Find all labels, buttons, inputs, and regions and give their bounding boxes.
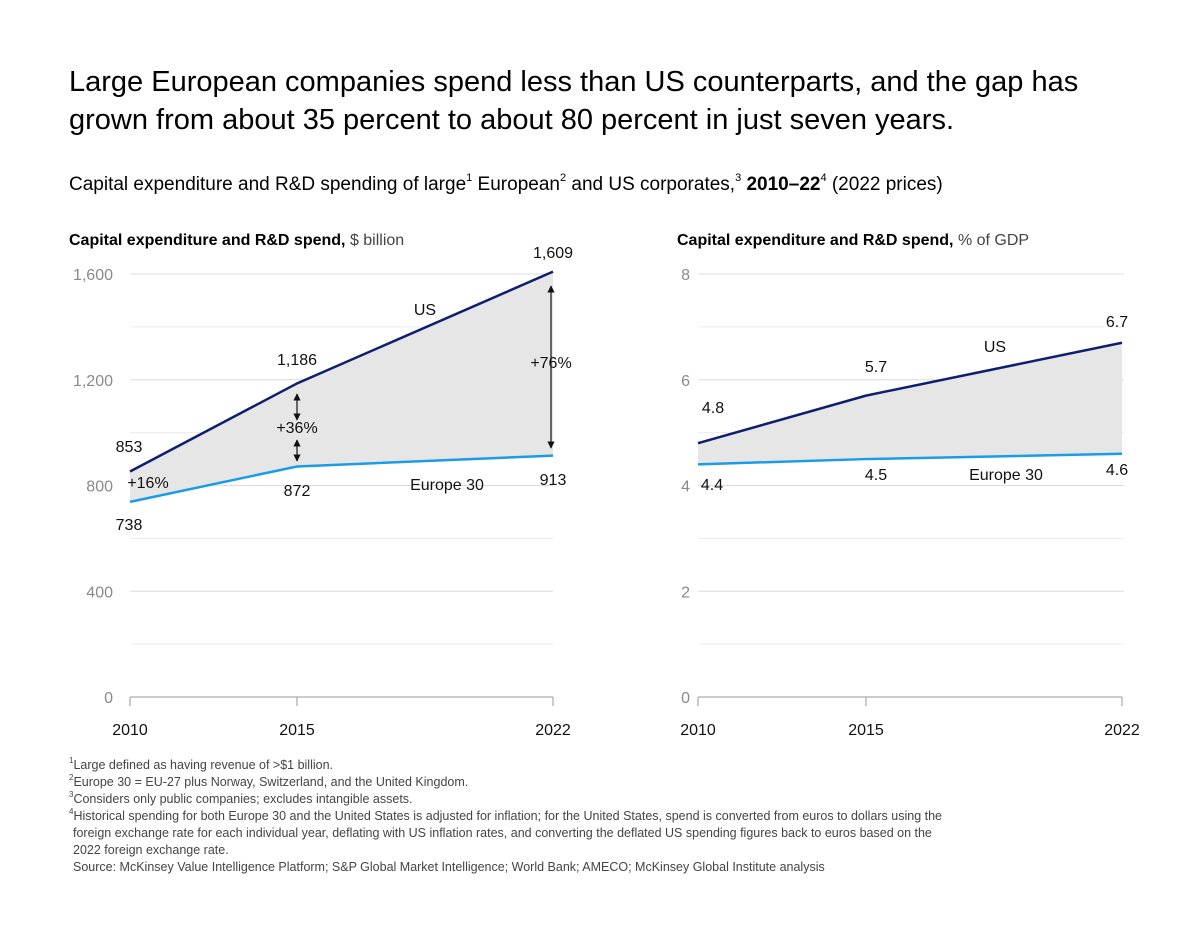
gap-annotation: +16% — [127, 475, 168, 492]
data-label: 4.5 — [865, 467, 887, 484]
x-tick-label: 2015 — [279, 722, 315, 739]
footnote-3-num: 3 — [69, 789, 74, 799]
us-series-label: US — [984, 339, 1006, 356]
footnote-1: 1Large defined as having revenue of >$1 … — [69, 755, 1149, 774]
data-label: 5.7 — [865, 359, 887, 376]
data-label: 872 — [284, 483, 311, 500]
y-tick-label: 400 — [86, 584, 113, 601]
headline: Large European companies spend less than… — [69, 66, 1079, 136]
y-tick-label: 0 — [104, 690, 113, 707]
y-tick-label: 8 — [681, 267, 690, 284]
chart-abs-spend: 0 400 800 1,200 1,600 2010 2015 2022 853 1,186 1,6… — [73, 245, 573, 739]
source-note: Source: McKinsey Value Intelligence Plat… — [73, 860, 825, 874]
y-tick-label: 2 — [681, 584, 690, 601]
left-panel-title-main: Capital expenditure and R&D spend, — [69, 232, 346, 249]
europe-series-line — [697, 452, 1123, 466]
y-tick-label: 1,600 — [73, 267, 113, 284]
gap-area — [698, 342, 1122, 465]
gap-area — [130, 271, 553, 502]
chart-gdp-share: 0 2 4 6 8 2010 2015 2022 4.8 5.7 6.7 US 4.4 4.5 4.6 Eur… — [680, 267, 1140, 739]
footnote-3: 3Considers only public companies; exclud… — [69, 789, 1149, 808]
footnote-4-text: Historical spending for both Europe 30 a… — [73, 809, 943, 823]
subtitle-sup2: 2 — [559, 171, 567, 184]
gap-annotation: +76% — [530, 355, 571, 372]
us-series-line — [129, 270, 554, 473]
x-tick-label: 2015 — [848, 722, 884, 739]
footnote-1-text: Large defined as having revenue of >$1 b… — [73, 758, 334, 772]
y-tick-label: 4 — [681, 479, 690, 496]
gap-annotation: +36% — [276, 420, 317, 437]
europe-series-label: Europe 30 — [969, 467, 1043, 484]
us-series-label: US — [414, 302, 436, 319]
footnote-2-text: Europe 30 = EU-27 plus Norway, Switzerla… — [73, 775, 469, 789]
data-label: 1,609 — [533, 245, 573, 262]
footnote-4-cont1: foreign exchange rate for each individua… — [73, 826, 932, 840]
data-label: 913 — [540, 472, 567, 489]
data-label: 4.8 — [702, 400, 724, 417]
charts-canvas: 0 400 800 1,200 1,600 2010 2015 2022 853 1,186 1,6… — [73, 245, 1140, 739]
subtitle-sup3: 3 — [735, 171, 742, 184]
footnote-3-text: Considers only public companies; exclude… — [73, 792, 413, 806]
data-label: 6.7 — [1106, 314, 1128, 331]
y-tick-label: 800 — [86, 479, 113, 496]
subtitle-part2: European — [472, 174, 560, 195]
y-tick-label: 6 — [681, 373, 690, 390]
subtitle-part1: Capital expenditure and R&D spending of … — [69, 174, 467, 195]
footnote-1-num: 1 — [69, 755, 74, 765]
x-tick-label: 2010 — [680, 722, 716, 739]
data-label: 853 — [116, 439, 143, 456]
data-label: 4.6 — [1106, 462, 1128, 479]
footnote-2-num: 2 — [69, 772, 74, 782]
right-panel-title-main: Capital expenditure and R&D spend, — [677, 232, 954, 249]
subtitle-sup4: 4 — [820, 171, 827, 184]
europe-series-label: Europe 30 — [410, 477, 484, 494]
footnote-4-num: 4 — [69, 806, 74, 816]
data-label: 4.4 — [701, 477, 723, 494]
footnote-4-cont2: 2022 foreign exchange rate. — [73, 843, 229, 857]
us-series-line — [697, 341, 1123, 445]
subtitle-sup1: 1 — [466, 171, 473, 184]
left-panel-unit: $ billion — [349, 232, 405, 249]
footnote-2: 2Europe 30 = EU-27 plus Norway, Switzerl… — [69, 772, 1149, 791]
subtitle-tail: (2022 prices) — [826, 174, 943, 195]
y-tick-label: 0 — [681, 690, 690, 707]
europe-series-line — [129, 454, 554, 504]
data-label: 1,186 — [277, 352, 317, 369]
left-panel-title: Capital expenditure and R&D spend, $ bil… — [69, 230, 404, 252]
subtitle-part3: and US corporates, — [566, 174, 736, 195]
data-label: 738 — [116, 517, 143, 534]
chart-subtitle: Capital expenditure and R&D spending of … — [69, 172, 1169, 198]
x-tick-label: 2010 — [112, 722, 148, 739]
footnotes: 1Large defined as having revenue of >$1 … — [69, 755, 1149, 876]
right-panel-unit: % of GDP — [957, 232, 1030, 249]
subtitle-years: 2010–22 — [741, 174, 821, 195]
footnote-4: 4Historical spending for both Europe 30 … — [69, 806, 1149, 859]
y-tick-label: 1,200 — [73, 373, 113, 390]
x-tick-label: 2022 — [535, 722, 571, 739]
x-tick-label: 2022 — [1104, 722, 1140, 739]
right-panel-title: Capital expenditure and R&D spend, % of … — [677, 230, 1029, 252]
